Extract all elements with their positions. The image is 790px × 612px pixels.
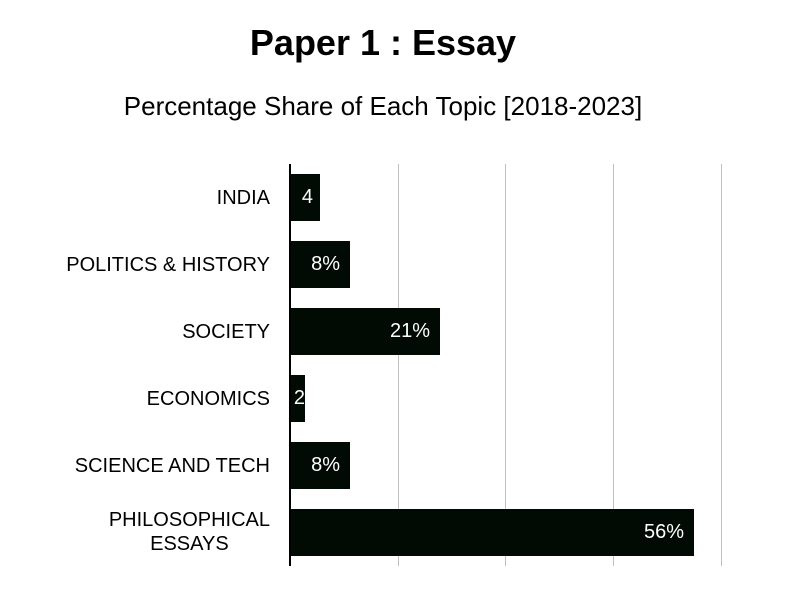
data-label: 2 xyxy=(293,387,305,409)
data-label: 56% xyxy=(643,521,684,543)
bar-philosophical-essays: 56% xyxy=(290,509,694,556)
data-label: 21% xyxy=(389,320,430,342)
category-label-society: SOCIETY xyxy=(182,320,270,343)
gridline-30 xyxy=(505,164,506,566)
bar-politics-history: 8% xyxy=(290,241,350,288)
category-label-economics: ECONOMICS xyxy=(146,387,270,410)
category-label-science-tech: SCIENCE AND TECH xyxy=(74,454,270,477)
y-axis-line xyxy=(289,164,291,566)
gridline-15 xyxy=(398,164,399,566)
gridline-60 xyxy=(721,164,722,566)
data-label: 4 xyxy=(301,186,313,208)
data-label: 8% xyxy=(311,454,340,476)
bar-science-tech: 8% xyxy=(290,442,350,489)
category-label-politics-history: POLITICS & HISTORY xyxy=(66,253,270,276)
chart-subtitle: Percentage Share of Each Topic [2018-202… xyxy=(123,91,643,121)
bar-society: 21% xyxy=(290,308,440,355)
chart-title: Paper 1 : Essay xyxy=(249,22,517,63)
data-label: 8% xyxy=(311,253,340,275)
category-label-philosophical-essays: PHILOSOPHICAL ESSAYS xyxy=(108,509,270,555)
bar-india: 4 xyxy=(290,174,320,221)
category-label-india: INDIA xyxy=(216,186,270,209)
bar-economics: 2 xyxy=(290,375,305,422)
gridline-45 xyxy=(613,164,614,566)
